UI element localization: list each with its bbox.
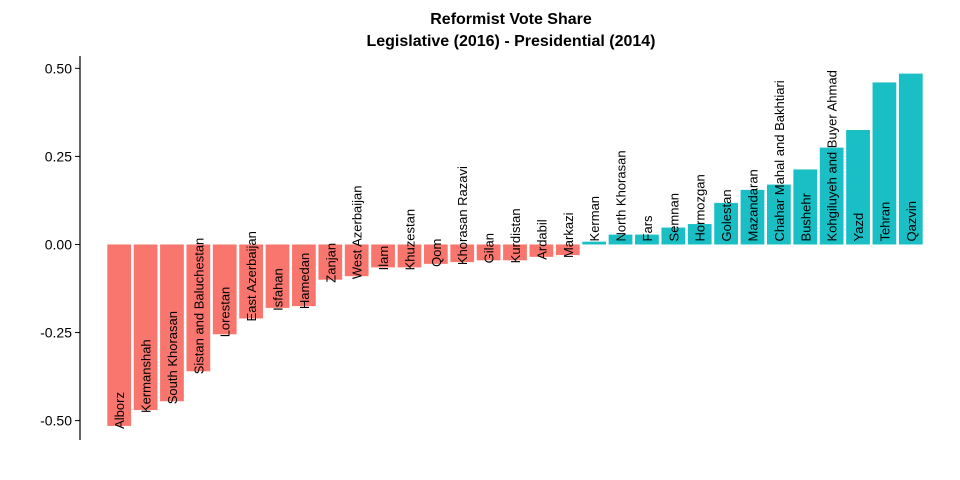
- bar: [555, 244, 580, 256]
- bar-label: Ardabil: [534, 219, 549, 260]
- bar: [503, 244, 527, 261]
- bar-label: Tehran: [877, 202, 892, 242]
- chart-title: Reformist Vote Share: [430, 11, 592, 28]
- bar-label: Bushehr: [798, 192, 813, 241]
- y-axis-ticks: -0.50 -0.25 0.00 0.25 0.50: [40, 60, 80, 429]
- bar: [582, 241, 607, 245]
- bar: [846, 129, 870, 245]
- bar-label: Kermanshah: [139, 339, 154, 413]
- bar-label: Yazd: [851, 213, 866, 242]
- bar-label: Lorestan: [218, 287, 233, 338]
- bar: [292, 244, 316, 307]
- bar: [740, 189, 765, 245]
- bar: [476, 244, 501, 261]
- bar-label: Fars: [640, 215, 655, 242]
- bar: [344, 244, 369, 277]
- bar-label: North Khorasan: [614, 150, 629, 241]
- bar: [212, 244, 237, 335]
- bar-label: Isfahan: [271, 268, 286, 311]
- bar-label: Markazi: [561, 212, 576, 258]
- bar: [133, 244, 158, 411]
- bar: [793, 169, 818, 245]
- bar-labels-group: Alborz Kermanshah South Khorasan Sistan and…: [112, 70, 919, 429]
- bar: [608, 234, 633, 245]
- bar: [160, 244, 184, 402]
- bar: [529, 244, 554, 257]
- bar: [186, 244, 211, 372]
- bar-label: Hamedan: [297, 253, 312, 309]
- bar-label: East Azerbaijan: [244, 231, 259, 321]
- bar: [318, 244, 343, 280]
- bar: [872, 82, 897, 245]
- bar-label: Semnan: [666, 193, 681, 241]
- bar-label: Mazandaran: [745, 169, 760, 241]
- bar: [714, 202, 738, 245]
- bar-label: West Azerbaijan: [350, 185, 365, 279]
- bar-label: Qom: [429, 239, 444, 267]
- chart-subtitle: Legislative (2016) - Presidential (2014): [366, 33, 655, 50]
- bars-group: [107, 73, 923, 426]
- bar-label: Kerman: [587, 196, 602, 242]
- bar-label: Kohgiluyeh and Buyer Ahmad: [825, 70, 840, 241]
- bar-label: Golestan: [719, 189, 734, 241]
- bar-label: Alborz: [112, 392, 127, 429]
- bar: [107, 244, 132, 426]
- bar: [265, 244, 290, 308]
- bar-label: Qazvin: [904, 201, 919, 241]
- bar: [661, 227, 686, 245]
- bar-label: Khorasan Razavi: [455, 166, 470, 265]
- bar-label: Gilan: [482, 233, 497, 263]
- bar-label: Kurdistan: [508, 208, 523, 263]
- bar: [635, 234, 659, 245]
- y-tick-label: 0.00: [45, 236, 72, 252]
- bar-label: Khuzestan: [402, 209, 417, 270]
- bar: [450, 244, 475, 263]
- y-tick-label: 0.50: [45, 60, 72, 76]
- bar: [423, 244, 448, 264]
- bar-label: Sistan and Baluchestan: [191, 238, 206, 375]
- bar-label: Chahar Mahal and Bakhtiari: [772, 80, 787, 241]
- bar: [898, 73, 923, 245]
- y-tick-label: -0.25: [40, 325, 72, 341]
- bar-label: South Khorasan: [165, 311, 180, 404]
- bar: [766, 184, 791, 245]
- y-tick-label: 0.25: [45, 148, 72, 164]
- bar-label: Hormozgan: [693, 174, 708, 241]
- bar: [397, 244, 422, 268]
- bar: [819, 147, 844, 245]
- bar-label: Ilam: [376, 246, 391, 271]
- bar: [687, 224, 712, 245]
- bar: [371, 244, 395, 268]
- bar: [239, 244, 264, 319]
- bar-label: Zanjan: [323, 243, 338, 283]
- y-tick-label: -0.50: [40, 413, 72, 429]
